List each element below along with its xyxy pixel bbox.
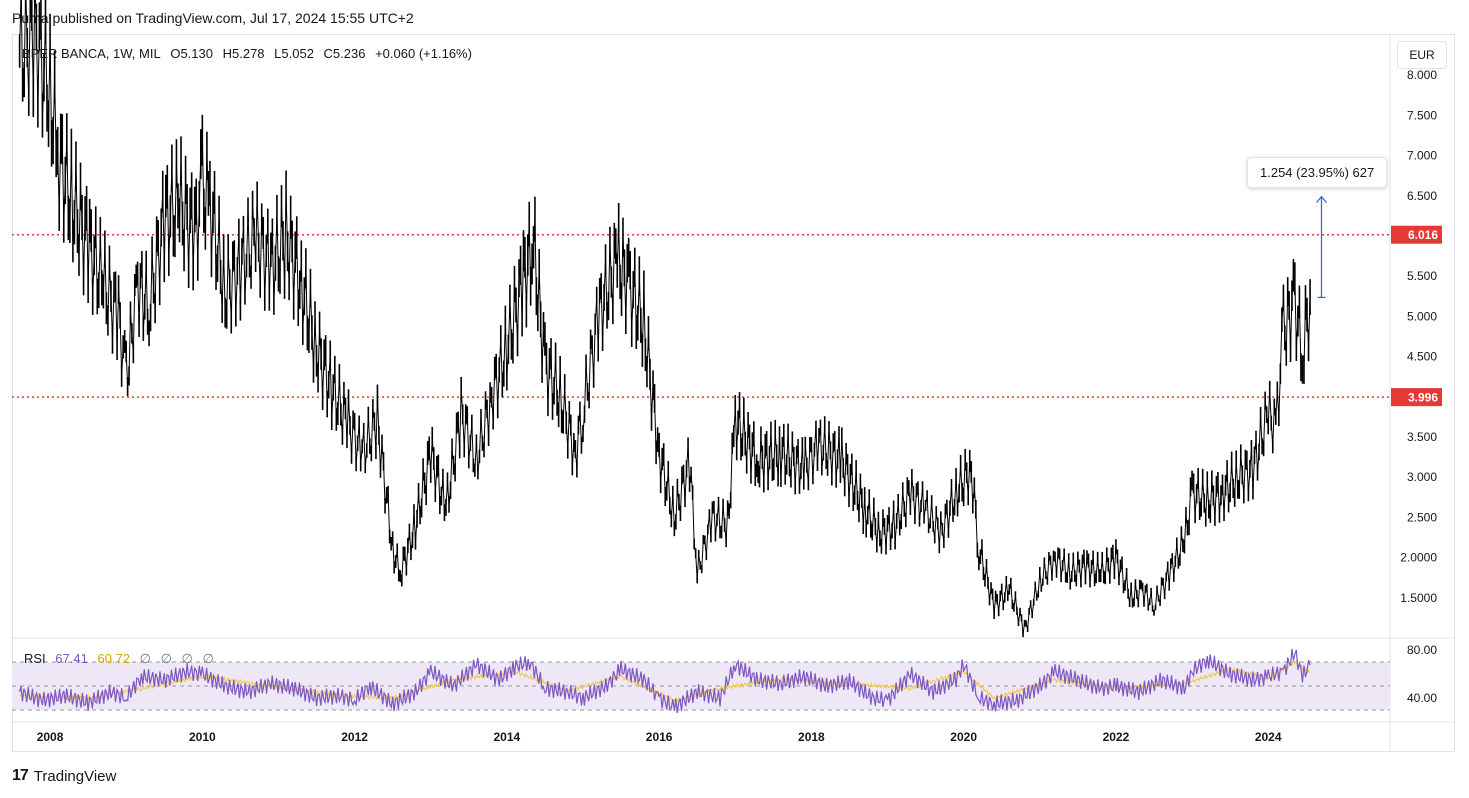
price-tick-label: 7.000 [1407,149,1437,163]
ohlc-low: L5.052 [274,46,314,61]
ohlc-high: H5.278 [222,46,265,61]
time-tick-label: 2014 [494,730,521,744]
time-tick-label: 2024 [1255,730,1282,744]
footer-brand[interactable]: 17 TradingView [12,767,116,785]
chart-frame [12,34,1455,752]
time-tick-label: 2016 [646,730,673,744]
currency-button[interactable]: EUR [1397,41,1447,69]
price-tick-label: 1.5000 [1400,591,1437,605]
rsi-line [19,648,1311,714]
price-tick-label: 8.000 [1407,68,1437,82]
time-tick-label: 2020 [950,730,977,744]
measure-arrow-icon [1316,195,1327,203]
price-tick-label: 7.500 [1407,108,1437,122]
rsi-extra: ∅ [160,651,172,666]
rsi-value: 67.41 [55,651,88,666]
rsi-extra: ∅ [181,651,193,666]
price-level-tag [1391,225,1442,244]
measure-label: 1.254 (23.95%) 627 [1247,157,1388,188]
brand-name: TradingView [33,767,117,785]
ohlc-close: C5.236 [323,46,366,61]
time-tick-label: 2012 [341,730,368,744]
price-tick-label: 4.500 [1407,350,1437,364]
price-series-line [19,0,1311,635]
rsi-tick-label: 80.00 [1407,643,1437,657]
symbol-name[interactable]: BPER BANCA, 1W, MIL [22,46,161,61]
rsi-name[interactable]: RSI [24,651,46,666]
ohlc-open: O5.130 [170,46,213,61]
rsi-ma-value: 60.72 [97,651,131,666]
publisher-line: Puma published on TradingView.com, Jul 1… [12,10,414,26]
rsi-extra: ∅ [202,651,214,666]
price-tick-label: 5.000 [1407,309,1437,323]
price-level-label: 6.016 [1408,228,1438,242]
tradingview-logo-icon: 17 [12,767,29,784]
rsi-tick-label: 40.00 [1407,691,1437,705]
time-tick-label: 2010 [189,730,216,744]
price-tick-label: 2.0000 [1400,551,1437,565]
symbol-legend: BPER BANCA, 1W, MIL O5.130 H5.278 L5.052… [22,46,478,61]
price-tick-label: 2.500 [1407,510,1437,524]
time-tick-label: 2018 [798,730,825,744]
price-tick-label: 3.500 [1407,430,1437,444]
rsi-extra: ∅ [139,651,151,666]
price-tick-label: 3.000 [1407,470,1437,484]
price-level-label: 3.996 [1408,391,1438,405]
price-tick-label: 6.500 [1407,189,1437,203]
price-level-tag [1391,388,1442,407]
price-tick-label: 5.500 [1407,269,1437,283]
time-tick-label: 2008 [37,730,64,744]
rsi-legend: RSI 67.41 60.72 ∅ ∅ ∅ ∅ [24,651,220,667]
time-tick-label: 2022 [1103,730,1130,744]
price-change: +0.060 (+1.16%) [375,46,472,61]
